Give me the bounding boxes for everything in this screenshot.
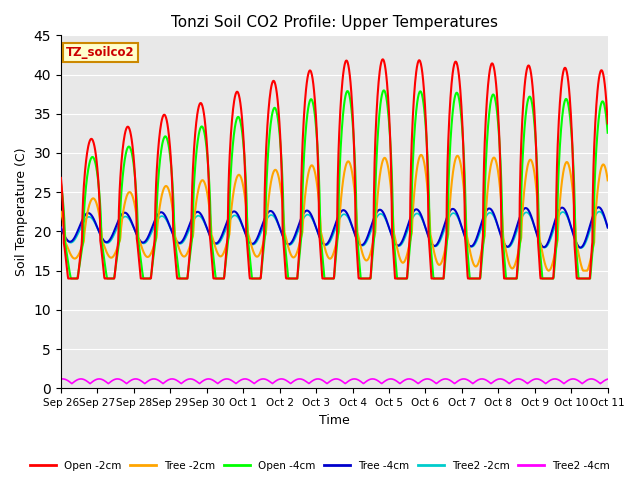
Y-axis label: Soil Temperature (C): Soil Temperature (C) [15,147,28,276]
Title: Tonzi Soil CO2 Profile: Upper Temperatures: Tonzi Soil CO2 Profile: Upper Temperatur… [171,15,498,30]
X-axis label: Time: Time [319,414,349,427]
Legend: Open -2cm, Tree -2cm, Open -4cm, Tree -4cm, Tree2 -2cm, Tree2 -4cm: Open -2cm, Tree -2cm, Open -4cm, Tree -4… [26,456,614,475]
Text: TZ_soilco2: TZ_soilco2 [67,46,135,59]
